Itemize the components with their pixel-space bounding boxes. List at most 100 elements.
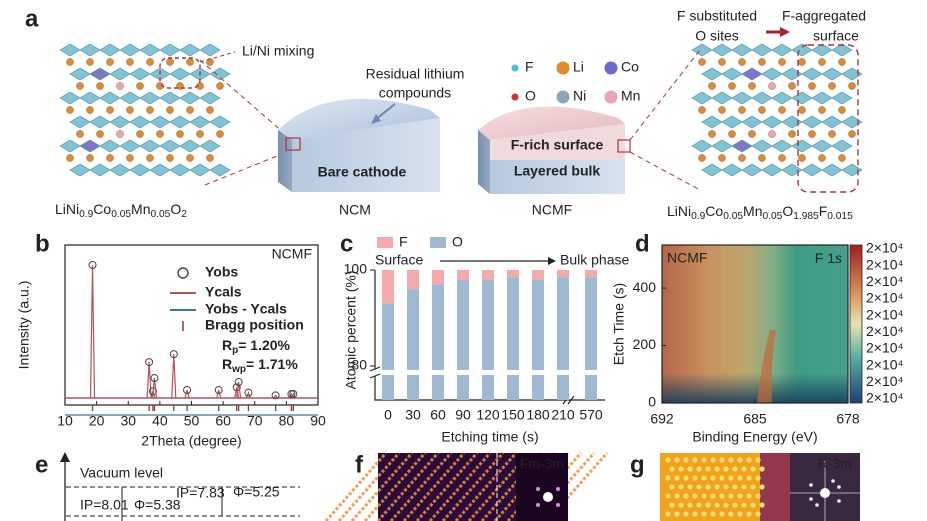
label-part: s — [835, 250, 842, 266]
atom-column — [705, 466, 711, 472]
micrograph-edge — [760, 453, 790, 521]
formula-part: O — [782, 203, 793, 219]
atom — [216, 82, 224, 90]
axis-break-gap — [481, 370, 495, 375]
atom-column — [714, 466, 720, 472]
atom-column — [687, 484, 693, 490]
bar-segment — [507, 270, 519, 278]
atom — [778, 106, 786, 114]
annotation: Surface — [375, 252, 423, 268]
atom — [86, 106, 94, 114]
atom-column — [669, 484, 675, 490]
atom — [196, 130, 204, 138]
fft-spot — [815, 503, 819, 507]
legend-label: Bragg position — [205, 317, 304, 333]
atom-label: Li — [573, 59, 584, 75]
atom-column — [665, 511, 671, 517]
legend-key — [430, 237, 446, 248]
octahedron — [731, 91, 753, 105]
annotation: IP=8.01 — [80, 497, 129, 513]
x-tick-label: 80 — [279, 413, 295, 429]
atom — [166, 58, 174, 66]
bar-segment — [457, 270, 469, 280]
octahedron — [189, 115, 211, 129]
fit-symbol: R — [222, 356, 232, 372]
atom — [166, 106, 174, 114]
axis-break-gap — [531, 370, 545, 375]
arrow-head — [371, 114, 381, 124]
obs-point — [145, 358, 154, 367]
atom — [758, 106, 766, 114]
x-tick-label: 70 — [247, 413, 263, 429]
axis — [374, 270, 605, 401]
atom — [838, 58, 846, 66]
obs-point — [244, 388, 253, 397]
atom-column — [737, 511, 743, 517]
subscript: 0.015 — [827, 211, 853, 222]
octahedron — [721, 115, 743, 129]
octahedron — [781, 163, 803, 177]
peak — [184, 389, 190, 399]
atom-column — [669, 502, 675, 508]
colorbar-label: 2×10⁴ — [866, 273, 904, 289]
block-front — [490, 124, 625, 160]
atom-column — [723, 484, 729, 490]
octahedron — [721, 67, 743, 81]
atom-column — [746, 493, 752, 499]
octahedron — [159, 91, 181, 105]
atom-column — [750, 466, 756, 472]
atom — [738, 58, 746, 66]
formula-part: LiNi — [55, 201, 79, 217]
chart-title: NCMF — [272, 246, 312, 262]
atom-label: O — [525, 88, 536, 104]
formula-part: Mn — [131, 201, 150, 217]
atom-column — [728, 457, 734, 463]
atom — [176, 130, 184, 138]
subscript: 2 — [181, 209, 187, 220]
atom-column — [665, 493, 671, 499]
fft-spot — [556, 487, 560, 491]
atom — [166, 154, 174, 162]
octahedron — [811, 91, 833, 105]
subscript: 0.05 — [150, 209, 170, 220]
atom-column — [759, 466, 765, 472]
atom — [728, 130, 736, 138]
bar-segment — [585, 277, 597, 400]
inset — [516, 453, 568, 521]
bar-segment — [507, 277, 519, 400]
octahedron — [59, 43, 81, 57]
octahedron — [89, 67, 111, 81]
atom — [86, 154, 94, 162]
atom-column — [696, 466, 702, 472]
atom-column — [741, 466, 747, 472]
octahedron — [801, 115, 823, 129]
atom — [768, 130, 776, 138]
octahedron — [821, 163, 843, 177]
atom-column — [701, 511, 707, 517]
atom — [66, 154, 74, 162]
caption: NCMF — [532, 202, 572, 218]
x-tick-label: 60 — [430, 407, 446, 423]
lattice-fringe — [454, 452, 518, 521]
block-front — [292, 118, 440, 192]
atom-column — [728, 511, 734, 517]
leader — [199, 59, 293, 141]
lattice-fringe — [350, 452, 414, 521]
atom-column — [741, 502, 747, 508]
highlight — [617, 139, 631, 153]
colorbar-label: 2×10⁴ — [866, 323, 904, 339]
subscript: wp — [231, 364, 246, 375]
octahedron — [99, 43, 121, 57]
atom-column — [669, 466, 675, 472]
atom — [136, 82, 144, 90]
octahedron — [109, 163, 131, 177]
octahedron — [179, 91, 201, 105]
annotation: Vacuum level — [80, 465, 163, 481]
atom — [818, 58, 826, 66]
octahedron — [79, 91, 101, 105]
x-tick-label: 685 — [743, 411, 767, 427]
fit-stat: Rp= 1.20% — [222, 337, 291, 356]
atom-column — [701, 475, 707, 481]
octahedron — [791, 139, 813, 153]
